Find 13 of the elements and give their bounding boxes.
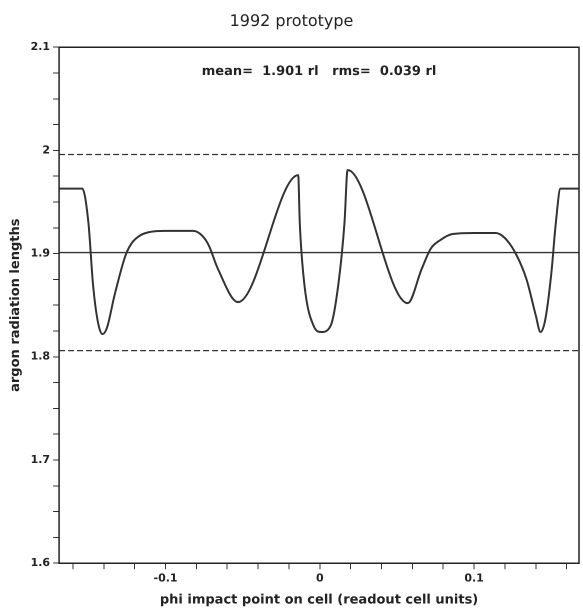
chart-title: 1992 prototype: [230, 10, 354, 30]
x-axis-title: phi impact point on cell (readout cell units): [160, 592, 478, 608]
y-tick-label: 1.9: [30, 246, 50, 260]
y-tick-label: 1.8: [30, 350, 50, 363]
y-tick-label: 1.6: [30, 556, 50, 570]
y-axis-title: argon radiation lengths: [8, 218, 24, 392]
y-tick-label: 2.1: [30, 40, 50, 54]
x-tick-label: -0.1: [154, 572, 178, 585]
y-tick-label: 1.7: [30, 452, 50, 466]
annotation: mean= 1.901 rl rms= 0.039 rl: [202, 64, 436, 80]
x-tick-label: 0.1: [464, 572, 484, 585]
x-tick-label: 0: [316, 572, 324, 585]
y-tick-label: 2: [42, 143, 50, 156]
